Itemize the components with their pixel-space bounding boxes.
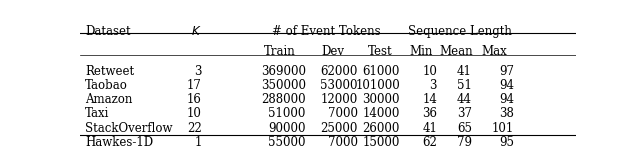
Text: 44: 44 (457, 93, 472, 106)
Text: 90000: 90000 (268, 122, 306, 135)
Text: 79: 79 (457, 136, 472, 149)
Text: Amazon: Amazon (85, 93, 132, 106)
Text: 10: 10 (187, 107, 202, 120)
Text: 30000: 30000 (362, 93, 400, 106)
Text: 3: 3 (194, 65, 202, 78)
Text: 61000: 61000 (362, 65, 400, 78)
Text: 36: 36 (422, 107, 437, 120)
Text: 17: 17 (187, 79, 202, 92)
Text: 62: 62 (422, 136, 437, 149)
Text: 12000: 12000 (321, 93, 358, 106)
Text: 16: 16 (187, 93, 202, 106)
Text: $K$: $K$ (191, 25, 202, 38)
Text: Max: Max (481, 45, 507, 58)
Text: Sequence Length: Sequence Length (408, 25, 511, 38)
Text: Min: Min (410, 45, 433, 58)
Text: 94: 94 (499, 79, 514, 92)
Text: 26000: 26000 (362, 122, 400, 135)
Text: 15000: 15000 (362, 136, 400, 149)
Text: Dataset: Dataset (85, 25, 131, 38)
Text: Mean: Mean (439, 45, 472, 58)
Text: 7000: 7000 (328, 107, 358, 120)
Text: 51000: 51000 (268, 107, 306, 120)
Text: Dev: Dev (321, 45, 344, 58)
Text: 350000: 350000 (260, 79, 306, 92)
Text: Taobao: Taobao (85, 79, 128, 92)
Text: Taxi: Taxi (85, 107, 109, 120)
Text: 25000: 25000 (321, 122, 358, 135)
Text: Test: Test (368, 45, 392, 58)
Text: 51: 51 (457, 79, 472, 92)
Text: StackOverflow: StackOverflow (85, 122, 172, 135)
Text: # of Event Tokens: # of Event Tokens (272, 25, 381, 38)
Text: Train: Train (264, 45, 296, 58)
Text: 14: 14 (422, 93, 437, 106)
Text: 55000: 55000 (268, 136, 306, 149)
Text: 288000: 288000 (261, 93, 306, 106)
Text: 3: 3 (429, 79, 437, 92)
Text: 41: 41 (422, 122, 437, 135)
Text: 94: 94 (499, 93, 514, 106)
Text: 37: 37 (457, 107, 472, 120)
Text: 7000: 7000 (328, 136, 358, 149)
Text: 41: 41 (457, 65, 472, 78)
Text: 62000: 62000 (321, 65, 358, 78)
Text: 1: 1 (194, 136, 202, 149)
Text: 22: 22 (187, 122, 202, 135)
Text: 10: 10 (422, 65, 437, 78)
Text: 65: 65 (457, 122, 472, 135)
Text: 14000: 14000 (362, 107, 400, 120)
Text: 101000: 101000 (355, 79, 400, 92)
Text: 369000: 369000 (260, 65, 306, 78)
Text: 53000: 53000 (320, 79, 358, 92)
Text: Retweet: Retweet (85, 65, 134, 78)
Text: 38: 38 (499, 107, 514, 120)
Text: 97: 97 (499, 65, 514, 78)
Text: Hawkes-1D: Hawkes-1D (85, 136, 153, 149)
Text: 95: 95 (499, 136, 514, 149)
Text: 101: 101 (492, 122, 514, 135)
